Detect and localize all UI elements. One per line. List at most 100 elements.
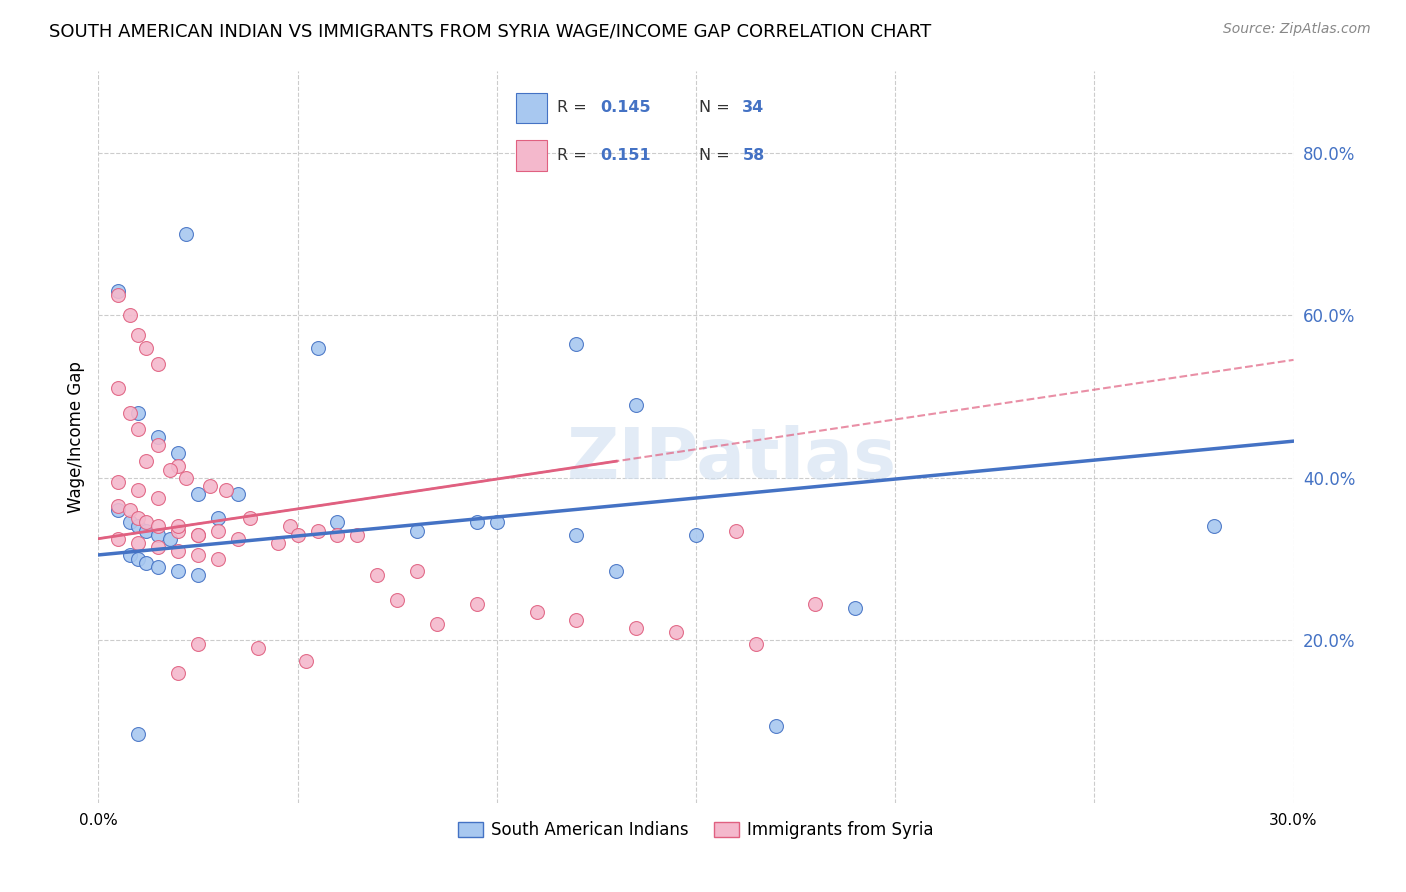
Point bbox=[406, 564, 429, 578]
Point bbox=[287, 527, 309, 541]
Legend: South American Indians, Immigrants from Syria: South American Indians, Immigrants from … bbox=[451, 814, 941, 846]
FancyBboxPatch shape bbox=[516, 140, 547, 170]
Point bbox=[120, 516, 142, 530]
Point bbox=[187, 568, 209, 582]
Text: 0.151: 0.151 bbox=[600, 148, 651, 162]
Point bbox=[148, 527, 170, 541]
Point bbox=[406, 524, 429, 538]
Point bbox=[215, 483, 238, 497]
FancyBboxPatch shape bbox=[516, 93, 547, 123]
Point bbox=[127, 519, 149, 533]
Point bbox=[346, 527, 368, 541]
Point bbox=[239, 511, 262, 525]
Point bbox=[120, 308, 142, 322]
Point bbox=[565, 527, 588, 541]
Point bbox=[148, 491, 170, 505]
Text: N =: N = bbox=[699, 101, 734, 115]
Point bbox=[120, 548, 142, 562]
Point bbox=[135, 556, 157, 570]
Point bbox=[765, 718, 787, 732]
Point bbox=[226, 487, 249, 501]
Point bbox=[626, 621, 648, 635]
Point bbox=[120, 406, 142, 420]
Point bbox=[267, 535, 290, 549]
Point bbox=[107, 381, 129, 395]
Point bbox=[207, 511, 229, 525]
Point bbox=[127, 483, 149, 497]
Point bbox=[187, 527, 209, 541]
Point bbox=[665, 625, 688, 640]
Point bbox=[226, 532, 249, 546]
Point bbox=[426, 617, 449, 632]
Point bbox=[107, 475, 129, 489]
Point bbox=[148, 430, 170, 444]
Point bbox=[174, 227, 197, 241]
Point bbox=[685, 527, 707, 541]
Point bbox=[127, 552, 149, 566]
Point bbox=[148, 519, 170, 533]
Point bbox=[565, 613, 588, 627]
Point bbox=[148, 438, 170, 452]
Text: R =: R = bbox=[557, 101, 592, 115]
Point bbox=[135, 341, 157, 355]
Point bbox=[127, 406, 149, 420]
Point bbox=[159, 462, 181, 476]
Point bbox=[187, 487, 209, 501]
Point bbox=[804, 597, 827, 611]
Point bbox=[278, 519, 301, 533]
Point bbox=[148, 357, 170, 371]
Point bbox=[745, 637, 768, 651]
Point bbox=[167, 524, 190, 538]
Point bbox=[465, 597, 488, 611]
Point bbox=[148, 560, 170, 574]
Point bbox=[107, 284, 129, 298]
Point bbox=[385, 592, 409, 607]
Text: 34: 34 bbox=[742, 101, 765, 115]
Point bbox=[307, 341, 329, 355]
Point bbox=[107, 503, 129, 517]
Y-axis label: Wage/Income Gap: Wage/Income Gap bbox=[66, 361, 84, 513]
Point bbox=[167, 519, 190, 533]
Point bbox=[626, 398, 648, 412]
Text: Source: ZipAtlas.com: Source: ZipAtlas.com bbox=[1223, 22, 1371, 37]
Point bbox=[724, 524, 747, 538]
Point bbox=[127, 535, 149, 549]
Point bbox=[107, 532, 129, 546]
Point bbox=[1202, 519, 1225, 533]
Text: R =: R = bbox=[557, 148, 592, 162]
Point bbox=[127, 328, 149, 343]
Text: N =: N = bbox=[699, 148, 734, 162]
Point bbox=[135, 524, 157, 538]
Point bbox=[485, 516, 508, 530]
Point bbox=[167, 544, 190, 558]
Point bbox=[148, 540, 170, 554]
Point bbox=[326, 527, 349, 541]
Point bbox=[465, 516, 488, 530]
Point bbox=[167, 564, 190, 578]
Text: SOUTH AMERICAN INDIAN VS IMMIGRANTS FROM SYRIA WAGE/INCOME GAP CORRELATION CHART: SOUTH AMERICAN INDIAN VS IMMIGRANTS FROM… bbox=[49, 22, 931, 40]
Point bbox=[159, 532, 181, 546]
Point bbox=[187, 527, 209, 541]
Point bbox=[135, 454, 157, 468]
Point bbox=[167, 446, 190, 460]
Point bbox=[207, 524, 229, 538]
Point bbox=[207, 552, 229, 566]
Point bbox=[844, 600, 866, 615]
Point bbox=[127, 727, 149, 741]
Point bbox=[127, 511, 149, 525]
Point bbox=[246, 641, 269, 656]
Point bbox=[120, 503, 142, 517]
Point bbox=[174, 471, 197, 485]
Point bbox=[107, 288, 129, 302]
Point bbox=[167, 458, 190, 473]
Point bbox=[127, 422, 149, 436]
Text: 0.145: 0.145 bbox=[600, 101, 651, 115]
Text: ZIPatlas: ZIPatlas bbox=[567, 425, 897, 493]
Point bbox=[187, 637, 209, 651]
Text: 58: 58 bbox=[742, 148, 765, 162]
Point bbox=[294, 654, 316, 668]
Point bbox=[605, 564, 627, 578]
Point bbox=[366, 568, 388, 582]
Point bbox=[135, 516, 157, 530]
Point bbox=[187, 548, 209, 562]
